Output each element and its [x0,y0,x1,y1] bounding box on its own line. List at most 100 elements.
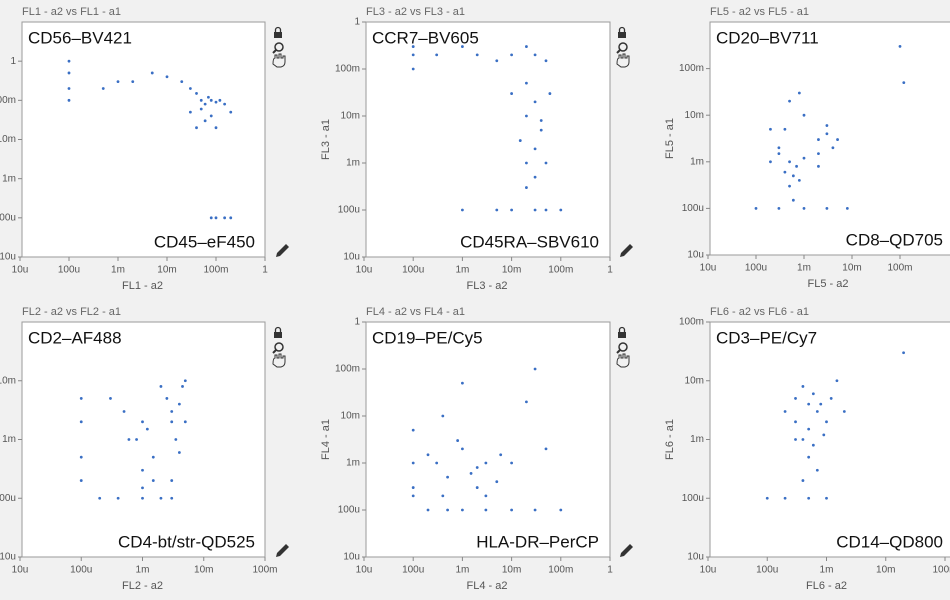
x-axis-label: FL2 - a2 [122,580,163,592]
y-tick-label: 1 [10,56,16,67]
pan-icon[interactable] [272,353,286,368]
x-tick-label: 1m [111,265,125,276]
x-tick-label: 1 [607,265,613,276]
y-tick-label: 100u [338,205,360,216]
y-tick-label: 1m [346,458,360,469]
lock-shackle [618,326,626,332]
y-tick-label: 1m [346,158,360,169]
zoom-icon[interactable] [274,42,284,52]
event-point [214,126,218,130]
event-point [791,198,795,202]
event-point [174,438,178,441]
event-point [223,216,227,220]
y-tick-label: 10u [0,552,16,563]
event-point [544,447,548,451]
pan-icon[interactable] [272,53,286,68]
lock-icon[interactable] [618,332,626,338]
event-point [150,71,154,75]
x-parameter-label: CD45–eF450 [154,232,255,251]
event-point [229,216,233,220]
plot-title: FL6 - a2 vs FL6 - a1 [710,306,809,318]
event-point [769,160,772,164]
event-point [209,216,213,220]
event-point [223,102,227,106]
event-point [475,486,479,489]
x-axis-label: FL1 - a2 [122,280,163,292]
y-tick-label: 10m [685,375,704,386]
event-point [461,45,464,48]
x-tick-label: 1 [262,265,268,276]
y-tick-label: 100u [338,505,360,516]
event-point [183,379,187,383]
y-tick-label: 10u [0,252,16,263]
event-point [195,92,198,95]
x-tick-label: 10m [502,565,521,576]
event-point [539,128,543,132]
zoom-icon[interactable] [618,342,628,352]
event-point [214,216,218,220]
event-point [165,397,169,400]
event-point [495,208,499,212]
event-point [411,461,415,465]
event-point [122,410,126,413]
event-point [765,496,769,500]
event-point [831,146,835,150]
event-point [510,508,513,512]
y-tick-label: 1 [354,17,360,28]
event-point [795,164,798,168]
event-point [67,71,71,75]
event-point [411,53,415,57]
plot-area [21,321,266,558]
y-tick-label: 10m [341,411,360,422]
y-tick-label: 10u [343,552,360,563]
event-point [170,410,174,413]
x-tick-label: 1 [607,565,613,576]
event-point [819,402,823,406]
x-tick-label: 100m [548,265,573,276]
event-point [825,124,829,127]
edit-icon[interactable] [276,544,289,557]
zoom-handle [616,49,621,54]
event-point [495,480,499,484]
lock-icon[interactable] [274,332,282,338]
edit-icon[interactable] [620,244,633,257]
toolbar [616,326,633,557]
event-point [525,81,528,85]
pan-icon[interactable] [616,353,630,368]
event-point [791,174,795,178]
event-point [559,508,563,512]
event-point [769,127,772,131]
pan-icon[interactable] [616,53,630,68]
zoom-icon[interactable] [274,342,284,352]
edit-icon[interactable] [276,244,289,257]
event-point [533,508,537,512]
lock-icon[interactable] [274,32,282,38]
event-point [195,126,198,130]
event-point [170,496,174,500]
y-tick-label: 10u [343,252,360,263]
event-point [475,53,479,57]
edit-icon[interactable] [620,544,633,557]
event-point [218,98,222,102]
event-point [461,447,464,451]
event-point [499,453,503,457]
event-point [811,392,815,396]
event-point [116,496,120,500]
x-parameter-label: HLA-DR–PerCP [476,532,599,551]
y-tick-label: 1m [690,156,704,167]
event-point [794,397,797,400]
event-point [815,468,819,472]
event-point [817,164,820,168]
zoom-icon[interactable] [618,42,628,52]
event-point [533,147,537,151]
y-parameter-label: CD56–BV421 [28,28,132,47]
event-point [801,385,805,388]
x-tick-label: 100m [548,565,573,576]
x-tick-label: 10u [356,265,373,276]
lock-shackle [274,26,282,32]
event-point [67,87,71,90]
lock-icon[interactable] [618,32,626,38]
zoom-handle [616,349,621,354]
lock-shackle [618,26,626,32]
